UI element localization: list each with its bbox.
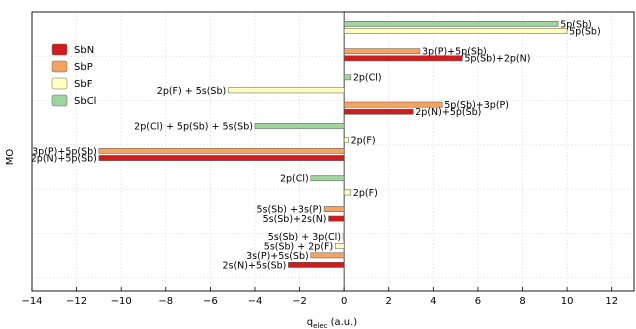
legend-label: SbN <box>74 45 94 56</box>
bar-sbn <box>328 215 345 222</box>
bar-sbf <box>343 137 349 144</box>
x-axis-label-main: q <box>307 317 313 328</box>
bar-sbn <box>343 55 463 62</box>
x-ticks: −14 −12 −10 −8 −6 −4 −2 0 2 4 6 8 10 12 <box>21 287 618 307</box>
bar-label: 3s(P)+5s(Sb) <box>246 251 309 262</box>
bar-sbf <box>343 189 352 196</box>
legend-label: SbF <box>74 79 93 90</box>
bar-label: 5s(Sb) + 2p(F) <box>264 241 333 252</box>
bar-labels-group: 5p(Sb)5p(Sb)3p(P)+5p(Sb)5p(Sb)+2p(N)2p(C… <box>31 19 601 271</box>
bar-sbcl <box>342 233 345 240</box>
x-tick-label: −4 <box>248 296 263 307</box>
bar-sbf <box>334 243 345 249</box>
legend-swatch-sbp <box>51 60 68 73</box>
bar-label: 3p(P)+5p(Sb) <box>32 146 97 157</box>
y-axis-label: MO <box>5 149 16 166</box>
legend: SbN SbP SbF SbCl <box>51 43 96 107</box>
bar-label: 5p(Sb)+3p(P) <box>444 100 509 111</box>
x-tick-label: 10 <box>561 296 574 307</box>
bar-label: 5p(Sb) <box>569 26 601 37</box>
bar-sbf <box>227 87 345 94</box>
legend-label: SbP <box>74 62 93 73</box>
bar-label: 5p(Sb)+2p(N) <box>464 54 530 65</box>
bar-label: 2p(F) + 5s(Sb) <box>157 86 226 97</box>
bar-label: 2p(Cl) + 5p(Sb) + 5s(Sb) <box>134 121 253 132</box>
bar-label: 2p(N)+5p(Sb) <box>31 153 97 164</box>
bar-label: 2s(N)+5s(Sb) <box>222 260 286 271</box>
bar-label: 3p(P)+5p(Sb) <box>422 47 487 58</box>
bar-sbp <box>343 48 421 55</box>
bar-label: 5s(Sb) + 3p(Cl) <box>268 232 341 243</box>
x-axis-label-unit: (a.u.) <box>331 317 358 328</box>
x-tick-label: −8 <box>158 296 173 307</box>
x-tick-label: −10 <box>111 296 132 307</box>
x-tick-label: −2 <box>292 296 307 307</box>
x-tick-label: 2 <box>386 296 392 307</box>
bar-sbp <box>98 148 345 154</box>
bars-group <box>98 21 568 268</box>
bar-sbf <box>343 28 568 34</box>
bar-sbcl <box>343 74 352 81</box>
axes-box <box>31 11 635 292</box>
x-tick-label: 12 <box>605 296 618 307</box>
bar-sbp <box>343 101 443 108</box>
bar-sbn <box>98 155 345 161</box>
bar-label: 2p(Cl) <box>280 174 309 185</box>
legend-swatch-sbf <box>51 77 68 90</box>
bar-sbcl <box>343 21 559 27</box>
x-tick-label: 0 <box>341 296 347 307</box>
x-axis-label: qelec (a.u.) <box>307 317 358 329</box>
legend-swatch-sbn <box>51 43 68 56</box>
bar-sbp <box>310 252 345 259</box>
bar-sbn <box>288 262 345 268</box>
bar-label: 5s(Sb) +3s(P) <box>256 204 322 215</box>
x-tick-label: −6 <box>203 296 218 307</box>
x-tick-label: −14 <box>21 296 42 307</box>
bar-label: 5p(Sb) <box>560 19 592 30</box>
bar-sbn <box>343 108 414 115</box>
bar-sbcl <box>310 175 345 182</box>
x-tick-label: 8 <box>519 296 525 307</box>
bar-sbp <box>323 206 345 212</box>
bar-label: 2p(F) <box>353 188 378 199</box>
x-axis-label-sub: elec <box>313 322 328 329</box>
legend-swatch-sbcl <box>51 94 68 107</box>
x-tick-label: −12 <box>66 296 87 307</box>
x-tick-label: 4 <box>430 296 436 307</box>
bar-label: 5s(Sb)+2s(N) <box>263 214 327 225</box>
bar-label: 2p(Cl) <box>353 73 382 84</box>
legend-label: SbCl <box>74 96 96 107</box>
bar-label: 2p(F) <box>351 136 376 147</box>
x-tick-label: 6 <box>475 296 481 307</box>
bar-sbcl <box>254 123 345 129</box>
bar-label: 2p(N)+5p(Sb) <box>415 107 481 118</box>
plot-frame <box>31 11 635 292</box>
